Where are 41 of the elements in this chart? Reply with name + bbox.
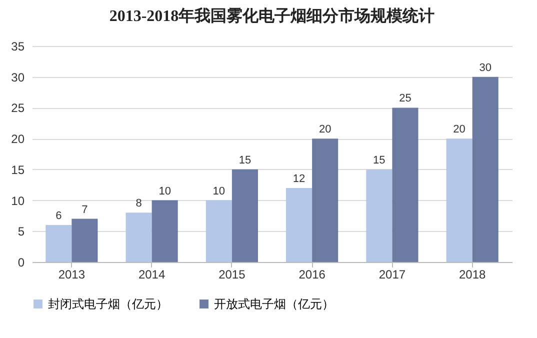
bar: [126, 212, 152, 262]
chart-title: 2013-2018年我国雾化电子烟细分市场规模统计: [109, 7, 435, 25]
data-label: 15: [373, 154, 386, 166]
legend-label: 封闭式电子烟（亿元）: [48, 297, 168, 311]
bar: [232, 169, 258, 262]
x-tick-label: 2013: [58, 268, 86, 282]
x-tick-label: 2015: [218, 268, 246, 282]
data-label: 7: [82, 204, 88, 216]
bar: [46, 224, 72, 262]
bar: [152, 200, 178, 262]
bar: [286, 188, 312, 262]
data-label: 15: [238, 154, 252, 166]
data-label: 10: [212, 185, 226, 198]
y-tick-label: 0: [18, 256, 25, 270]
bar: [312, 138, 338, 262]
y-tick-label: 15: [11, 162, 25, 177]
data-label: 8: [136, 198, 142, 210]
y-tick-label: 5: [18, 224, 25, 239]
bar: [472, 76, 498, 262]
data-label: 30: [479, 62, 492, 74]
data-label: 20: [318, 124, 332, 136]
legend-label: 开放式电子烟（亿元）: [214, 297, 334, 311]
data-label: 12: [292, 172, 306, 185]
x-tick-label: 2016: [298, 268, 326, 282]
bar: [446, 138, 472, 262]
y-tick-label: 20: [11, 132, 25, 146]
x-tick-label: 2018: [458, 268, 486, 282]
bar: [366, 169, 392, 262]
data-label: 20: [453, 124, 466, 136]
x-tick-label: 2014: [138, 268, 166, 282]
y-tick-label: 10: [11, 194, 25, 208]
bar: [72, 218, 98, 262]
y-tick-label: 30: [11, 70, 25, 84]
bar: [392, 108, 418, 262]
x-tick-label: 2017: [378, 268, 406, 282]
y-tick-label: 35: [11, 40, 25, 54]
bar: [206, 200, 232, 262]
data-label: 6: [56, 210, 62, 222]
y-tick-label: 25: [11, 101, 25, 116]
data-label: 10: [158, 185, 171, 198]
data-label: 25: [399, 92, 412, 105]
